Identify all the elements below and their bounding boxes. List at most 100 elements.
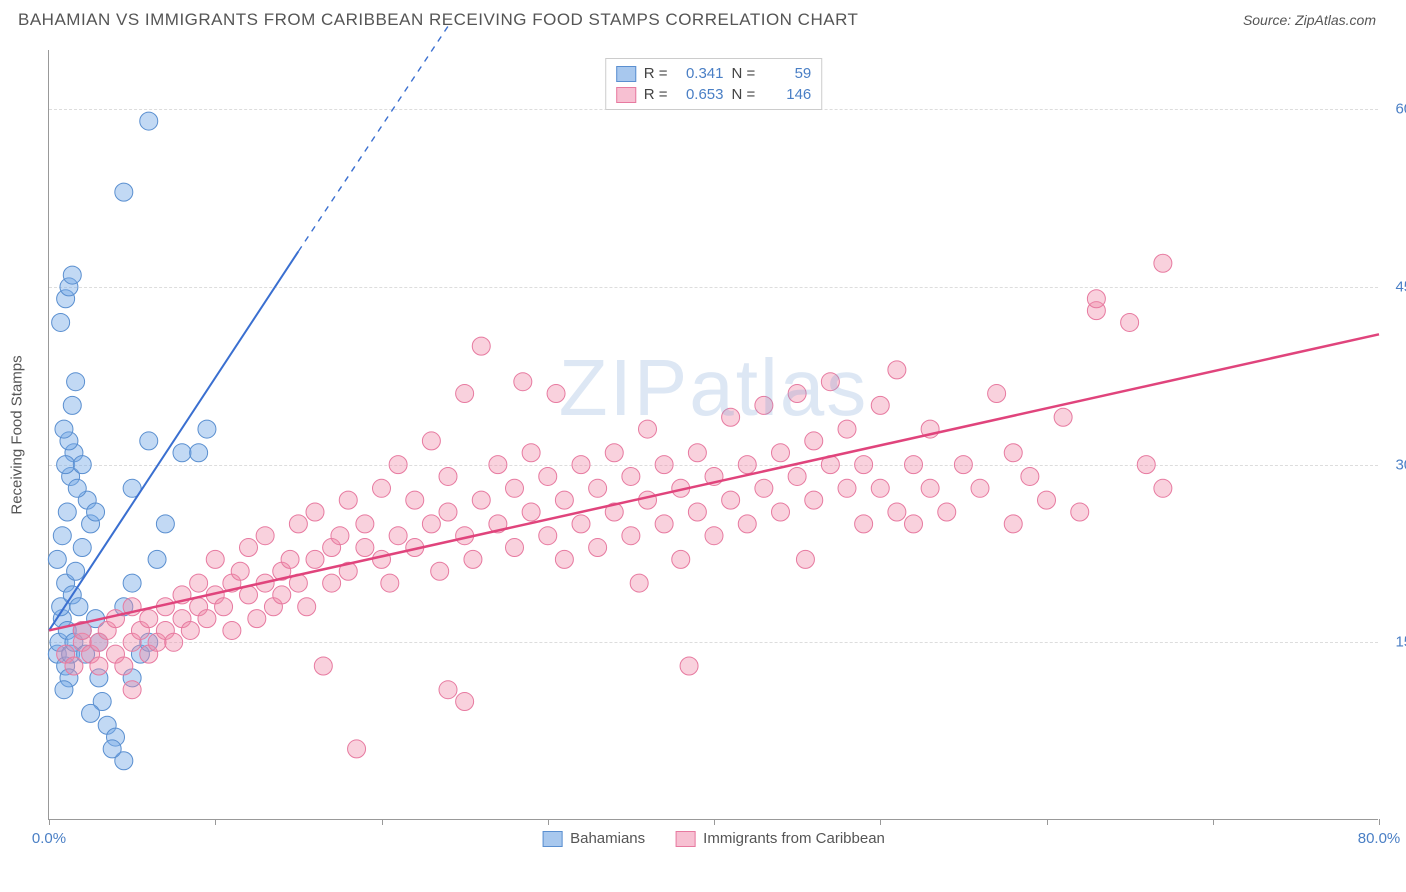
data-point <box>788 385 806 403</box>
data-point <box>938 503 956 521</box>
data-point <box>1038 491 1056 509</box>
data-point <box>306 550 324 568</box>
data-point <box>406 491 424 509</box>
data-point <box>223 621 241 639</box>
data-point <box>539 527 557 545</box>
data-point <box>55 420 73 438</box>
x-tick <box>1213 819 1214 825</box>
data-point <box>53 527 71 545</box>
data-point <box>855 515 873 533</box>
data-point <box>156 515 174 533</box>
data-point <box>622 527 640 545</box>
r-label: R = <box>644 86 668 103</box>
data-point <box>123 574 141 592</box>
data-point <box>52 313 70 331</box>
data-point <box>107 610 125 628</box>
data-point <box>572 515 590 533</box>
data-point <box>589 539 607 557</box>
data-point <box>298 598 316 616</box>
data-point <box>838 420 856 438</box>
n-label: N = <box>732 86 756 103</box>
data-point <box>506 539 524 557</box>
r-value-1: 0.653 <box>676 86 724 103</box>
data-point <box>522 503 540 521</box>
data-point <box>240 539 258 557</box>
correlation-legend: R = 0.341 N = 59 R = 0.653 N = 146 <box>605 58 823 110</box>
data-point <box>755 479 773 497</box>
n-label: N = <box>732 65 756 82</box>
data-point <box>431 562 449 580</box>
data-point <box>472 337 490 355</box>
n-value-1: 146 <box>763 86 811 103</box>
chart-title: BAHAMIAN VS IMMIGRANTS FROM CARIBBEAN RE… <box>18 10 858 30</box>
data-point <box>888 503 906 521</box>
data-point <box>356 539 374 557</box>
data-point <box>140 432 158 450</box>
data-point <box>57 456 75 474</box>
data-point <box>248 610 266 628</box>
data-point <box>373 550 391 568</box>
x-tick <box>548 819 549 825</box>
trend-line-extrapolated <box>298 26 448 251</box>
data-point <box>190 574 208 592</box>
source-attribution: Source: ZipAtlas.com <box>1243 12 1376 28</box>
data-point <box>231 562 249 580</box>
x-tick <box>1379 819 1380 825</box>
y-axis-title: Receiving Food Stamps <box>9 355 26 514</box>
data-point <box>514 373 532 391</box>
data-point <box>589 479 607 497</box>
data-point <box>356 515 374 533</box>
data-point <box>622 467 640 485</box>
data-point <box>55 681 73 699</box>
data-point <box>738 515 756 533</box>
x-tick <box>49 819 50 825</box>
data-point <box>547 385 565 403</box>
data-point <box>48 550 66 568</box>
data-point <box>464 550 482 568</box>
data-point <box>123 681 141 699</box>
r-value-0: 0.341 <box>676 65 724 82</box>
x-tick-label: 0.0% <box>32 830 66 847</box>
data-point <box>971 479 989 497</box>
data-point <box>572 456 590 474</box>
data-point <box>348 740 366 758</box>
data-point <box>422 432 440 450</box>
data-point <box>855 456 873 474</box>
data-point <box>772 444 790 462</box>
legend-label-0: Bahamians <box>570 830 645 847</box>
r-label: R = <box>644 65 668 82</box>
data-point <box>140 610 158 628</box>
data-point <box>555 491 573 509</box>
data-point <box>688 444 706 462</box>
data-point <box>1021 467 1039 485</box>
source-label: Source: <box>1243 12 1291 28</box>
data-point <box>215 598 233 616</box>
data-point <box>1071 503 1089 521</box>
data-point <box>1004 515 1022 533</box>
data-point <box>103 740 121 758</box>
data-point <box>198 420 216 438</box>
data-point <box>630 574 648 592</box>
data-point <box>871 479 889 497</box>
data-point <box>1087 290 1105 308</box>
swatch-caribbean <box>675 831 695 847</box>
data-point <box>639 420 657 438</box>
x-tick <box>382 819 383 825</box>
legend-label-1: Immigrants from Caribbean <box>703 830 885 847</box>
data-point <box>281 550 299 568</box>
data-point <box>90 657 108 675</box>
data-point <box>489 456 507 474</box>
data-point <box>339 491 357 509</box>
data-point <box>755 396 773 414</box>
data-point <box>722 408 740 426</box>
data-point <box>688 503 706 521</box>
data-point <box>422 515 440 533</box>
swatch-bahamians <box>542 831 562 847</box>
data-point <box>655 515 673 533</box>
data-point <box>190 444 208 462</box>
swatch-caribbean <box>616 87 636 103</box>
data-point <box>73 539 91 557</box>
data-point <box>165 633 183 651</box>
x-tick <box>714 819 715 825</box>
trend-line <box>49 251 298 630</box>
